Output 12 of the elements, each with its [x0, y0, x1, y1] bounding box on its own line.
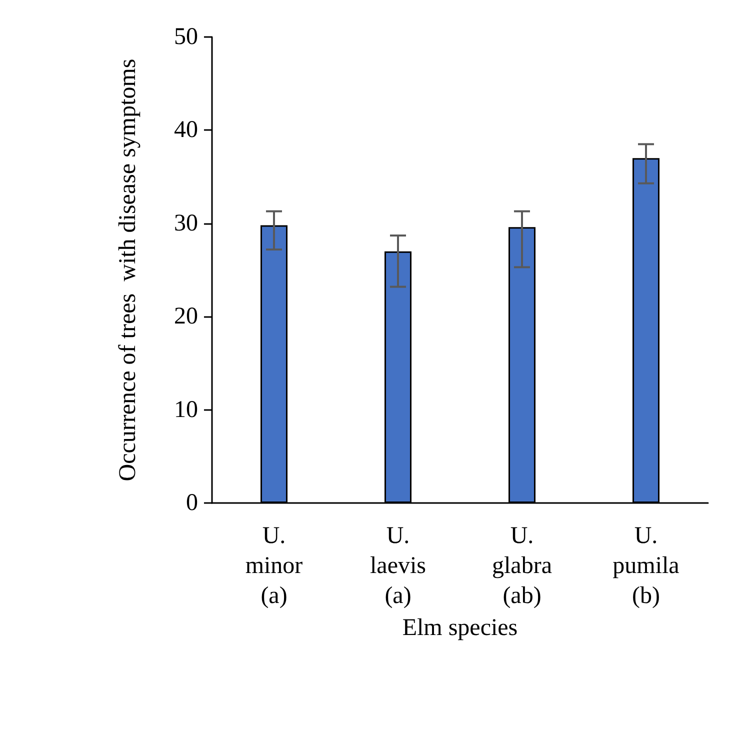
x-tick-label: U. minor (a) [245, 523, 303, 609]
y-axis-title: Occurrence of trees with disease symptoms [115, 58, 141, 482]
x-axis-title: Elm species [402, 614, 518, 641]
x-tick-label: U. pumila (b) [612, 523, 680, 609]
x-tick-label: U. laevis (a) [370, 523, 426, 609]
y-tick-label: 10 [174, 396, 198, 423]
y-tick-label: 0 [186, 490, 198, 516]
y-tick-label: 30 [174, 210, 198, 236]
x-tick-label: U. glabra (ab) [492, 523, 552, 609]
y-tick-label: 50 [174, 24, 198, 50]
y-tick-label: 20 [174, 304, 198, 330]
y-tick-label: 40 [174, 117, 198, 144]
